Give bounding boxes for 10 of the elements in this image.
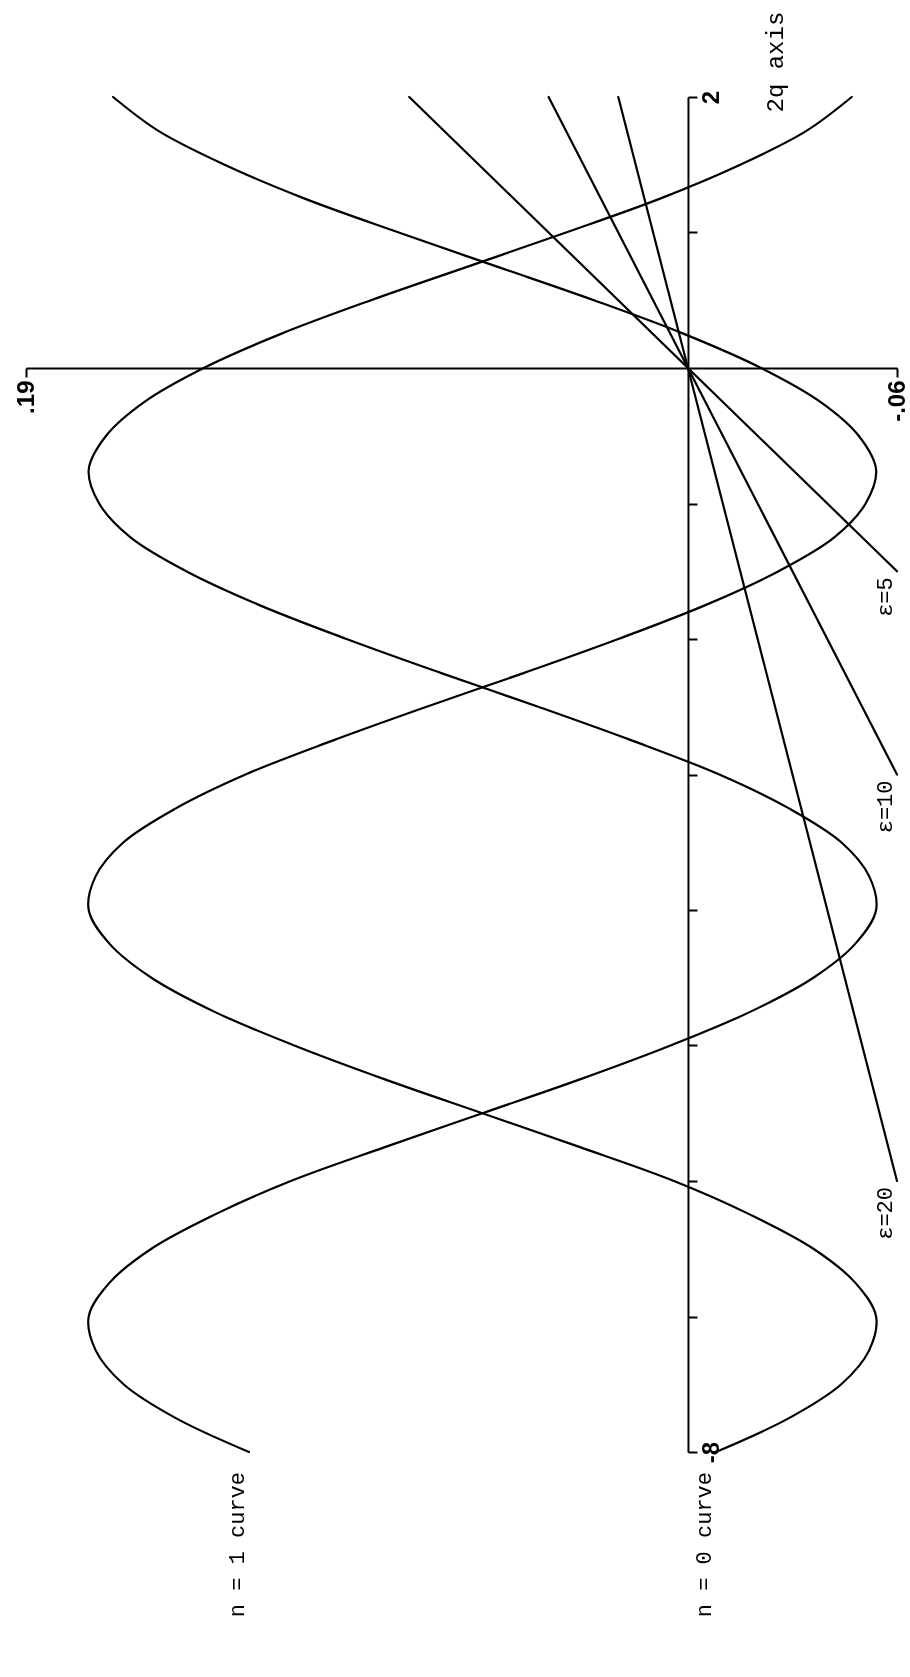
text: ε=5 xyxy=(874,577,899,617)
text: ε=20 xyxy=(874,1187,899,1240)
text: n = 0 curve xyxy=(692,1472,718,1618)
y-axis-title: 2q axis xyxy=(763,11,791,113)
y-tick-label: -8 xyxy=(697,1441,725,1464)
y-tick-label: 2 xyxy=(697,90,725,105)
text: n = 1 curve xyxy=(225,1472,251,1618)
x-tick-label: -.06 xyxy=(882,380,910,422)
x-tick-label: .19 xyxy=(11,380,39,414)
text: ε=10 xyxy=(874,780,899,834)
